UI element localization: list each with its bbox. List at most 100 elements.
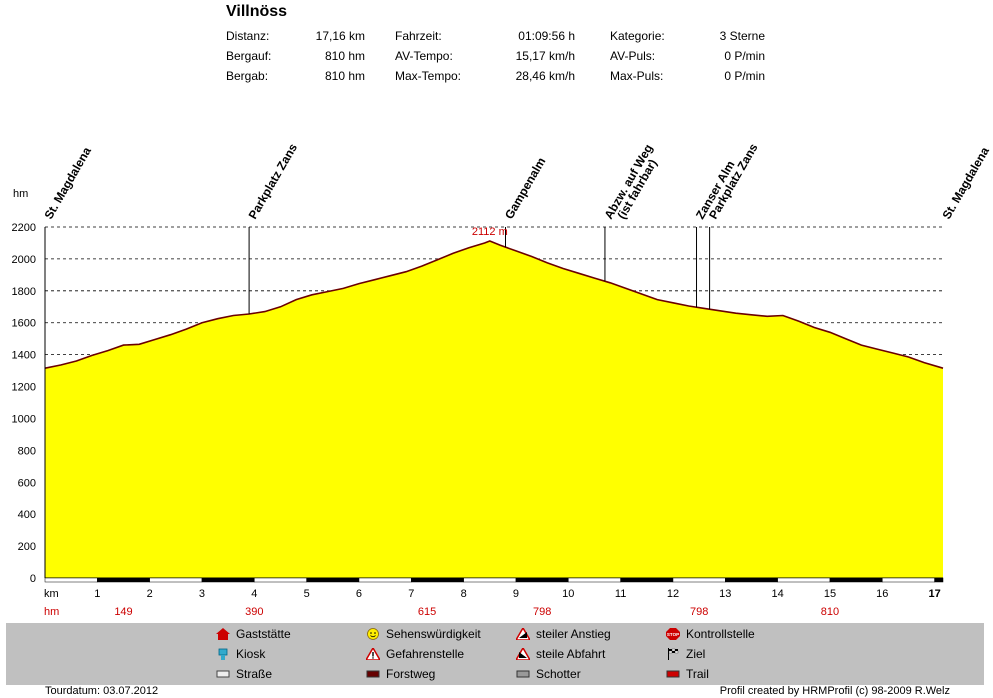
km-bar-segment [463, 577, 517, 583]
legend-item-forstweg: Forstweg [366, 667, 435, 681]
tour-date: Tourdatum: 03.07.2012 [45, 685, 159, 697]
stat-value-kategorie: 3 Sterne [719, 29, 765, 43]
house-icon [216, 628, 230, 640]
x-tick-label: 5 [304, 588, 310, 600]
legend-label: Gaststätte [236, 627, 291, 641]
legend-item-sehenswuerdigkeit: Sehenswürdigkeit [366, 627, 481, 641]
legend-item-schotter: Schotter [516, 667, 581, 681]
km-bar-segment [411, 577, 464, 583]
legend-label: Ziel [686, 647, 706, 661]
x-tick-label: 16 [876, 588, 888, 600]
x-tick-label: 12 [667, 588, 679, 600]
legend-label: steile Abfahrt [536, 647, 606, 661]
y-tick-label: 2200 [12, 222, 36, 234]
km-bar-segment [620, 577, 674, 583]
stop-icon: STOP [666, 628, 680, 640]
stat-value-max-tempo: 28,46 km/h [515, 69, 575, 83]
stat-label-fahrzeit: Fahrzeit: [395, 29, 442, 43]
legend-item-kiosk: Kiosk [216, 647, 265, 661]
hm-cumulative-label: 798 [533, 606, 551, 618]
x-tick-label: 13 [719, 588, 731, 600]
elevation-line [44, 240, 944, 369]
y-tick-label: 0 [30, 573, 36, 585]
stat-value-av-puls: 0 P/min [724, 49, 765, 63]
x-tick-label: 1 [94, 588, 100, 600]
marker-label: Gampenalm [502, 155, 548, 221]
elevation-fill [45, 241, 943, 578]
stats-header: Villnöss Distanz: 17,16 km Bergauf: 810 … [0, 0, 993, 100]
km-row-label: km [44, 588, 59, 600]
finish-flag-icon [668, 648, 679, 660]
legend-item-gaststaette: Gaststätte [216, 627, 291, 641]
stat-value-fahrzeit: 01:09:56 h [518, 29, 575, 43]
credit-text: Profil created by HRMProfil (c) 98-2009 … [719, 685, 950, 697]
legend-label: Kontrollstelle [686, 627, 755, 641]
legend-label: Straße [236, 667, 273, 681]
km-bar-segment [254, 577, 307, 583]
x-tick-label: 15 [824, 588, 836, 600]
danger-icon [366, 648, 380, 660]
stat-value-bergab: 810 hm [324, 69, 365, 83]
stat-label-av-tempo: AV-Tempo: [395, 49, 453, 63]
hm-cumulative-label: 798 [690, 606, 708, 618]
stat-label-bergab: Bergab: [226, 69, 269, 83]
marker-label: St. Magdalena [41, 144, 94, 221]
y-tick-label: 1800 [12, 286, 36, 298]
y-axis-unit-label: hm [13, 188, 28, 200]
tour-title: Villnöss [226, 3, 288, 20]
x-tick-label: 11 [615, 588, 626, 600]
forest-road-icon [366, 670, 380, 678]
axes: 0 200 400 600 800 1000 1200 1400 1600 1800 2000 220… [12, 222, 944, 618]
km-bar-segment [725, 577, 778, 583]
km-bar-segment [306, 577, 360, 583]
km-bar-segment [44, 577, 98, 583]
x-tick-label: 4 [251, 588, 257, 600]
legend-label: Gefahrenstelle [386, 647, 465, 661]
legend-item-kontrollstelle: STOP Kontrollstelle [666, 627, 755, 641]
svg-text:STOP: STOP [667, 632, 679, 637]
marker-label: Parkplatz Zans [246, 141, 301, 222]
hm-cumulative-label: 615 [418, 606, 436, 618]
legend-label: Schotter [536, 667, 581, 681]
x-tick-label: 10 [562, 588, 574, 600]
stat-value-max-puls: 0 P/min [724, 69, 765, 83]
legend-label: steiler Anstieg [536, 627, 611, 641]
y-tick-label: 600 [18, 477, 36, 489]
hm-cumulative-label: 390 [245, 606, 263, 618]
km-bar-segment [672, 577, 726, 583]
km-bar-segment [882, 577, 935, 583]
legend-label: Forstweg [386, 667, 436, 681]
y-tick-label: 1600 [12, 318, 36, 330]
y-tick-label: 400 [18, 509, 36, 521]
x-tick-label: 3 [199, 588, 205, 600]
km-bar-segment [829, 577, 883, 583]
elevation-profile-chart: St. Magdalena Parkplatz Zans Gampenalm Abzw… [12, 141, 993, 618]
y-tick-label: 2000 [12, 254, 36, 266]
x-tick-label: 2 [147, 588, 153, 600]
stat-label-kategorie: Kategorie: [610, 29, 665, 43]
legend-label: Kiosk [236, 647, 266, 661]
y-tick-label: 1400 [12, 350, 36, 362]
km-bar-segment [149, 577, 203, 583]
km-bar-segment [568, 577, 621, 583]
legend-panel: Gaststätte Kiosk Straße Sehenswürdigkeit… [6, 623, 984, 685]
legend-item-strasse: Straße [216, 667, 272, 681]
km-bar-segment [358, 577, 412, 583]
y-tick-label: 1000 [12, 413, 36, 425]
hm-row-label: hm [44, 606, 59, 618]
x-tick-label: 9 [513, 588, 519, 600]
hm-cumulative-label: 810 [821, 606, 839, 618]
kiosk-icon [218, 648, 228, 660]
marker-label: St. Magdalena [939, 144, 992, 221]
km-bar-segment [97, 577, 150, 583]
stat-value-av-tempo: 15,17 km/h [515, 49, 575, 63]
elevation-area [44, 240, 944, 578]
y-tick-label: 1200 [12, 382, 36, 394]
y-tick-label: 800 [18, 445, 36, 457]
x-tick-label: 14 [772, 588, 784, 600]
stat-label-av-puls: AV-Puls: [610, 49, 656, 63]
legend-item-gefahrenstelle: Gefahrenstelle [366, 647, 464, 661]
steep-up-icon [516, 628, 530, 640]
stat-value-distanz: 17,16 km [315, 29, 365, 43]
legend-item-trail: Trail [666, 667, 709, 681]
